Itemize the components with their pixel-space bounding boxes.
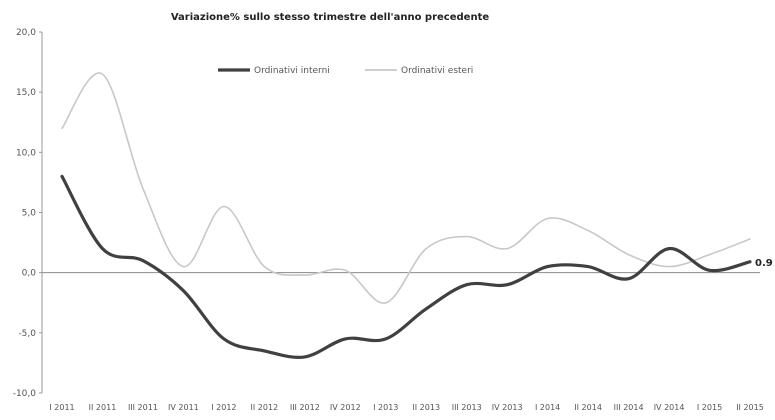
y-tick-label: 10,0 <box>16 148 36 158</box>
x-tick-label: III 2011 <box>128 403 158 412</box>
x-tick-label: III 2014 <box>614 403 644 412</box>
x-tick-label: IV 2012 <box>330 403 361 412</box>
chart-title: Variazione% sullo stesso trimestre dell'… <box>171 12 490 23</box>
x-tick-label: IV 2014 <box>654 403 685 412</box>
x-tick-label: IV 2013 <box>492 403 523 412</box>
y-tick-label: 0,0 <box>22 269 37 279</box>
series-line-ordinativi-interni <box>60 174 752 359</box>
x-tick-label: I 2014 <box>535 403 560 412</box>
x-tick-label: III 2012 <box>290 403 320 412</box>
data-label-layer: 0.9 <box>755 258 773 269</box>
y-tick-label: 15,0 <box>16 88 36 98</box>
x-tick-label: II 2014 <box>574 403 602 412</box>
series-layer <box>60 72 752 359</box>
x-tick-label: IV 2011 <box>168 403 199 412</box>
x-tick-label: I 2015 <box>697 403 722 412</box>
legend-label: Ordinativi esteri <box>401 66 473 76</box>
x-tick-label: I 2012 <box>211 403 236 412</box>
legend-label: Ordinativi interni <box>254 66 330 76</box>
x-tick-label: II 2011 <box>89 403 117 412</box>
legend: Ordinativi interni Ordinativi esteri <box>218 66 473 76</box>
x-tick-label: III 2013 <box>452 403 482 412</box>
y-tick-label: -5,0 <box>18 329 36 339</box>
x-tick-label: I 2011 <box>49 403 74 412</box>
x-tick-label: I 2013 <box>373 403 398 412</box>
x-tick-label: II 2015 <box>736 403 764 412</box>
x-tick-label: II 2013 <box>412 403 440 412</box>
y-tick-label: -10,0 <box>13 389 37 399</box>
y-tick-label: 20,0 <box>16 28 36 38</box>
series-line-ordinativi-esteri <box>61 72 751 304</box>
y-tick-label: 5,0 <box>22 209 37 219</box>
axis-layer: 20,0 15,0 10,0 5,0 0,0 -5,0 -10,0 I 2011 II 2011… <box>13 28 764 412</box>
x-tick-label: II 2012 <box>251 403 279 412</box>
data-label: 0.9 <box>755 258 773 269</box>
